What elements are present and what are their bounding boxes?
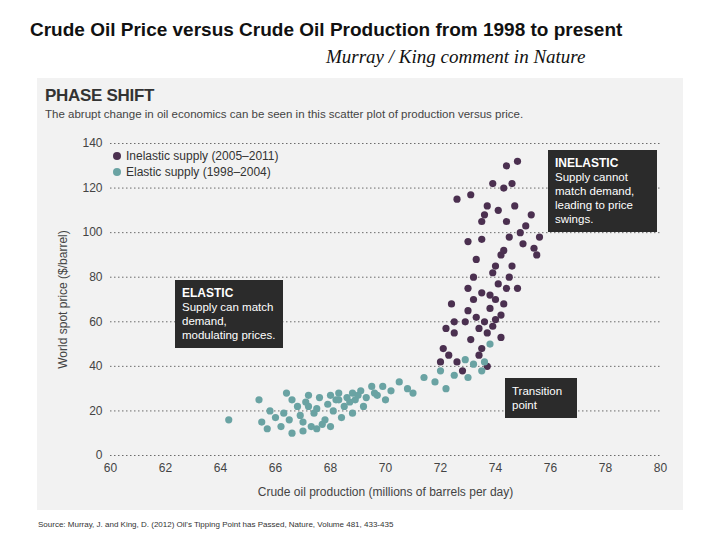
svg-text:0: 0 (96, 448, 103, 462)
svg-text:78: 78 (599, 461, 613, 475)
svg-text:100: 100 (82, 225, 102, 239)
svg-text:140: 140 (82, 136, 102, 150)
html-text:Crude Oil Price versus Crude O: Crude Oil Price versus Crude Oil Product… (30, 19, 623, 40)
html-text:Source: Murray, J. and King, D: Source: Murray, J. and King, D. (2012) O… (38, 520, 394, 529)
html-text:PHASE SHIFT: PHASE SHIFT (45, 86, 155, 105)
html-text:Transition point: Transition point (512, 385, 563, 411)
html-text:Supply can match demand, modul: Supply can match demand, modulating pric… (182, 301, 276, 341)
svg-text:80: 80 (654, 461, 668, 475)
svg-text:72: 72 (434, 461, 448, 475)
svg-text:66: 66 (269, 461, 283, 475)
html-text:Murray / King comment in Natur: Murray / King comment in Nature (326, 46, 586, 67)
svg-text:60: 60 (104, 461, 118, 475)
svg-text:74: 74 (489, 461, 503, 475)
svg-text:Crude oil production (millions: Crude oil production (millions of barrel… (258, 485, 513, 499)
svg-text:World spot price ($/barrel): World spot price ($/barrel) (56, 230, 70, 369)
svg-text:76: 76 (544, 461, 558, 475)
html-text:ELASTIC: ELASTIC (182, 286, 234, 300)
html-text:INELASTIC: INELASTIC (555, 156, 619, 170)
svg-text:64: 64 (214, 461, 228, 475)
html-text:Inelastic supply (2005–2011): Inelastic supply (2005–2011) (126, 149, 279, 163)
html-text:The abrupt change in oil econo: The abrupt change in oil economics can b… (45, 108, 524, 120)
svg-text:80: 80 (89, 270, 103, 284)
svg-text:62: 62 (159, 461, 173, 475)
svg-text:70: 70 (379, 461, 393, 475)
svg-text:20: 20 (89, 404, 103, 418)
svg-text:60: 60 (89, 315, 103, 329)
svg-text:40: 40 (89, 359, 103, 373)
html-text:Supply cannot match demand, le: Supply cannot match demand, leading to p… (555, 171, 635, 225)
svg-text:68: 68 (324, 461, 338, 475)
svg-text:120: 120 (82, 181, 102, 195)
html-text:Elastic supply (1998–2004): Elastic supply (1998–2004) (126, 165, 271, 179)
